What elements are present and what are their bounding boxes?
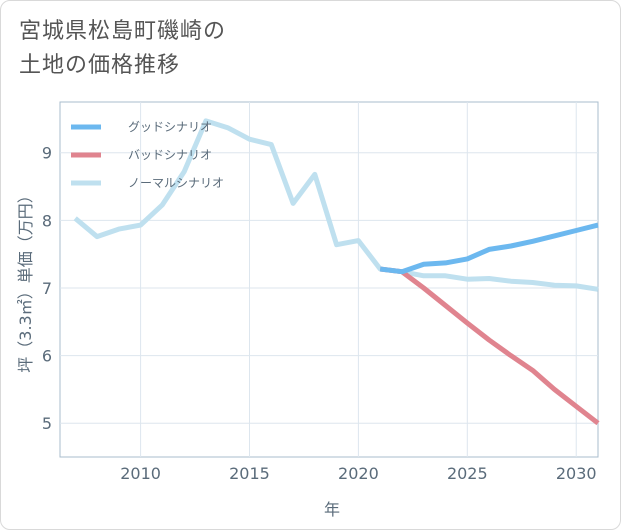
- legend-label: グッドシナリオ: [128, 120, 212, 134]
- series-line-2: [379, 266, 600, 426]
- y-tick-label: 6: [42, 347, 52, 366]
- legend-label: バッドシナリオ: [128, 148, 212, 162]
- x-tick-label: 2020: [338, 464, 379, 483]
- y-axis-label: 坪（3.3㎡）単価（万円）: [16, 187, 35, 372]
- x-axis-label: 年: [324, 500, 340, 519]
- chart-title-line-2: 土地の価格推移: [19, 53, 181, 78]
- series-line-3: [73, 118, 599, 292]
- x-tick-label: 2025: [447, 464, 488, 483]
- y-tick-label: 7: [42, 279, 52, 298]
- x-tick-label: 2010: [120, 464, 161, 483]
- y-tick-label: 5: [42, 414, 52, 433]
- series-line-1: [379, 222, 599, 275]
- y-tick-label: 8: [42, 211, 52, 230]
- series-lines: [73, 118, 600, 426]
- chart-title: 宮城県松島町磯崎の 土地の価格推移: [19, 15, 226, 83]
- y-tick-label: 9: [42, 144, 52, 163]
- chart-title-line-1: 宮城県松島町磯崎の: [19, 19, 227, 44]
- x-tick-label: 2030: [556, 464, 597, 483]
- tick-labels: 2010 2015 2020 2025 2030 5 6 7 8 9: [42, 144, 597, 483]
- x-tick-label: 2015: [229, 464, 270, 483]
- legend-label: ノーマルシナリオ: [128, 176, 224, 190]
